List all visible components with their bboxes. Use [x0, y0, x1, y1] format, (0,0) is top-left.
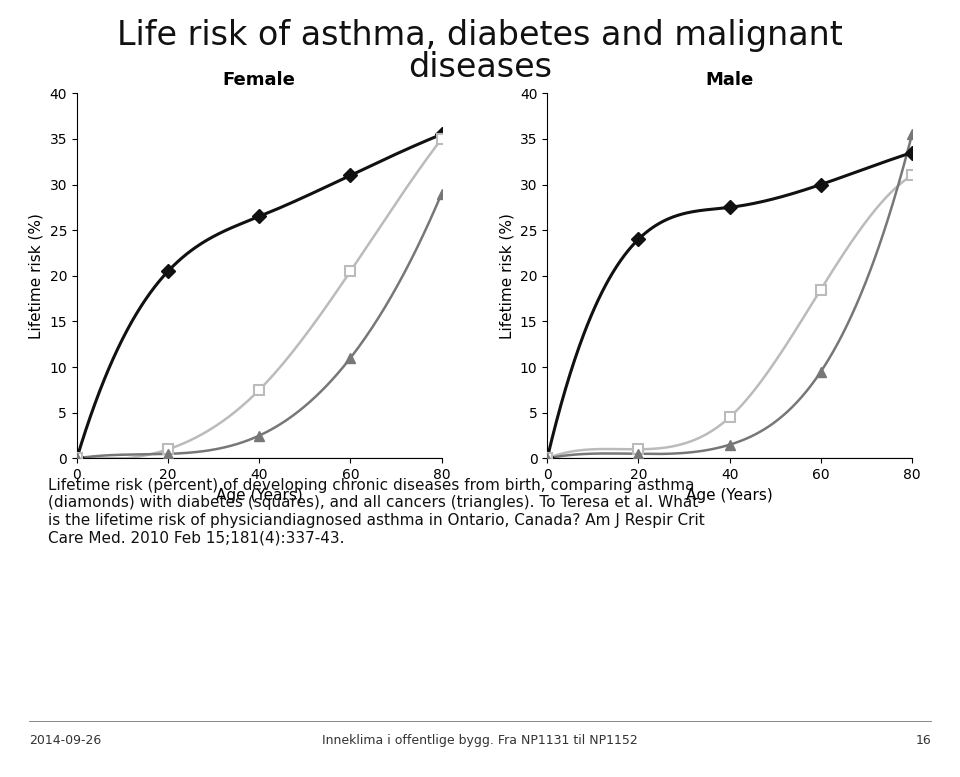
Text: diseases: diseases — [408, 51, 552, 83]
Y-axis label: Lifetime risk (%): Lifetime risk (%) — [499, 213, 515, 339]
Text: Life risk of asthma, diabetes and malignant: Life risk of asthma, diabetes and malign… — [117, 19, 843, 52]
Text: 2014-09-26: 2014-09-26 — [29, 734, 101, 747]
X-axis label: Age (Years): Age (Years) — [686, 488, 773, 503]
Title: Male: Male — [706, 71, 754, 89]
Title: Female: Female — [223, 71, 296, 89]
Y-axis label: Lifetime risk (%): Lifetime risk (%) — [29, 213, 44, 339]
X-axis label: Age (Years): Age (Years) — [216, 488, 302, 503]
Text: 16: 16 — [916, 734, 931, 747]
Text: Lifetime risk (percent) of developing chronic diseases from birth, comparing ast: Lifetime risk (percent) of developing ch… — [48, 478, 705, 545]
Text: Inneklima i offentlige bygg. Fra NP1131 til NP1152: Inneklima i offentlige bygg. Fra NP1131 … — [323, 734, 637, 747]
